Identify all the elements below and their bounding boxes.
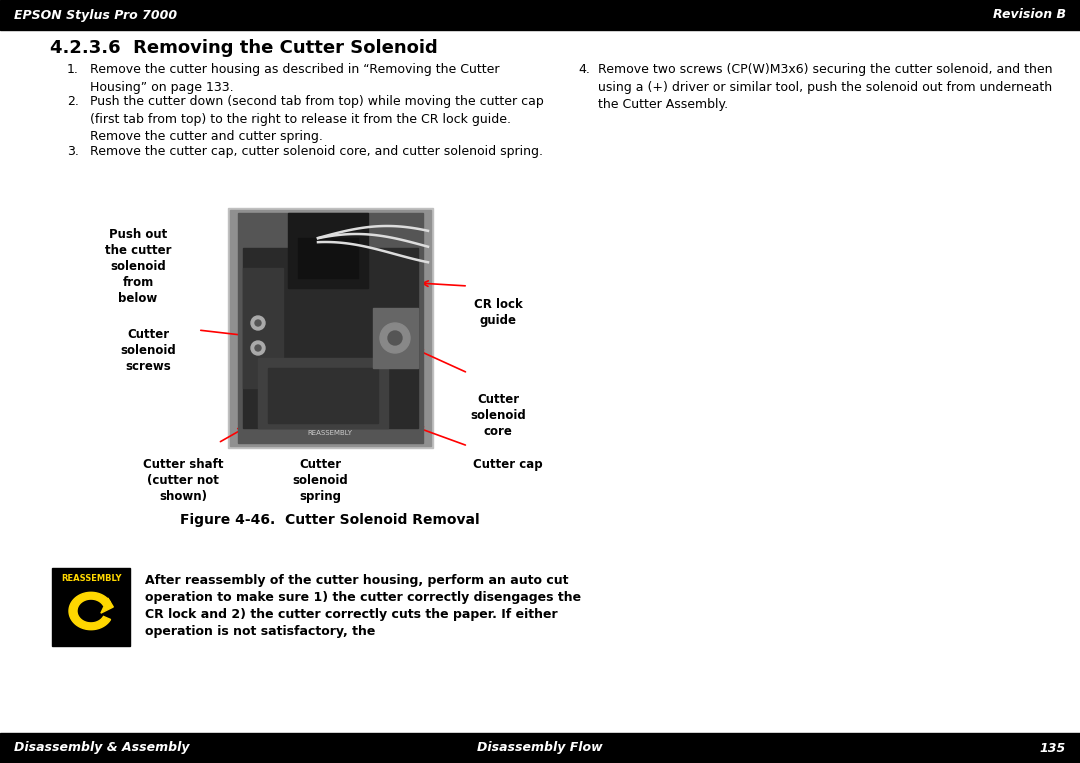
- Text: Cutter
solenoid
spring: Cutter solenoid spring: [292, 458, 348, 503]
- Text: Revision B: Revision B: [993, 8, 1066, 21]
- Bar: [258, 358, 388, 428]
- Text: REASSEMBLY: REASSEMBLY: [60, 574, 121, 583]
- Text: EPSON Stylus Pro 7000: EPSON Stylus Pro 7000: [14, 8, 177, 21]
- Text: Cutter shaft
(cutter not
shown): Cutter shaft (cutter not shown): [143, 458, 224, 503]
- Polygon shape: [69, 592, 110, 629]
- Bar: [238, 213, 423, 443]
- Text: REASSEMBLY: REASSEMBLY: [308, 430, 352, 436]
- Text: Remove the cutter housing as described in “Removing the Cutter
Housing” on page : Remove the cutter housing as described i…: [90, 63, 499, 94]
- Text: 3.: 3.: [67, 145, 79, 158]
- Text: 135: 135: [1040, 742, 1066, 755]
- Bar: [52, 568, 130, 646]
- Text: Figure 4-46.  Cutter Solenoid Removal: Figure 4-46. Cutter Solenoid Removal: [180, 513, 480, 527]
- Bar: [243, 248, 418, 428]
- Bar: [268, 368, 378, 423]
- Text: Disassembly & Assembly: Disassembly & Assembly: [14, 742, 189, 755]
- Bar: [298, 238, 357, 278]
- Circle shape: [255, 345, 261, 351]
- Bar: [0, 0, 1080, 30]
- Bar: [243, 268, 283, 388]
- Text: 4.: 4.: [578, 63, 590, 76]
- Text: Cutter
solenoid
core: Cutter solenoid core: [470, 393, 526, 438]
- Circle shape: [251, 316, 265, 330]
- Text: 2.: 2.: [67, 95, 79, 108]
- Bar: [373, 308, 418, 368]
- Circle shape: [388, 331, 402, 345]
- Text: Push the cutter down (second tab from top) while moving the cutter cap
(first ta: Push the cutter down (second tab from to…: [90, 95, 543, 143]
- Text: Remove the cutter cap, cutter solenoid core, and cutter solenoid spring.: Remove the cutter cap, cutter solenoid c…: [90, 145, 543, 158]
- Text: Disassembly Flow: Disassembly Flow: [477, 742, 603, 755]
- Bar: [0, 733, 1080, 763]
- Polygon shape: [100, 598, 113, 613]
- Circle shape: [380, 323, 410, 353]
- Bar: [228, 208, 433, 448]
- Bar: [288, 213, 368, 288]
- Circle shape: [251, 341, 265, 355]
- Text: After reassembly of the cutter housing, perform an auto cut
operation to make su: After reassembly of the cutter housing, …: [145, 574, 581, 638]
- Text: 1.: 1.: [67, 63, 79, 76]
- Text: 4.2.3.6  Removing the Cutter Solenoid: 4.2.3.6 Removing the Cutter Solenoid: [50, 39, 437, 57]
- Text: Cutter cap: Cutter cap: [473, 458, 542, 471]
- Text: Push out
the cutter
solenoid
from
below: Push out the cutter solenoid from below: [105, 228, 172, 305]
- Text: Cutter
solenoid
screws: Cutter solenoid screws: [120, 328, 176, 373]
- Text: CR lock
guide: CR lock guide: [474, 298, 523, 327]
- Circle shape: [255, 320, 261, 326]
- Bar: [230, 210, 431, 446]
- Text: Remove two screws (CP(W)M3x6) securing the cutter solenoid, and then
using a (+): Remove two screws (CP(W)M3x6) securing t…: [598, 63, 1053, 111]
